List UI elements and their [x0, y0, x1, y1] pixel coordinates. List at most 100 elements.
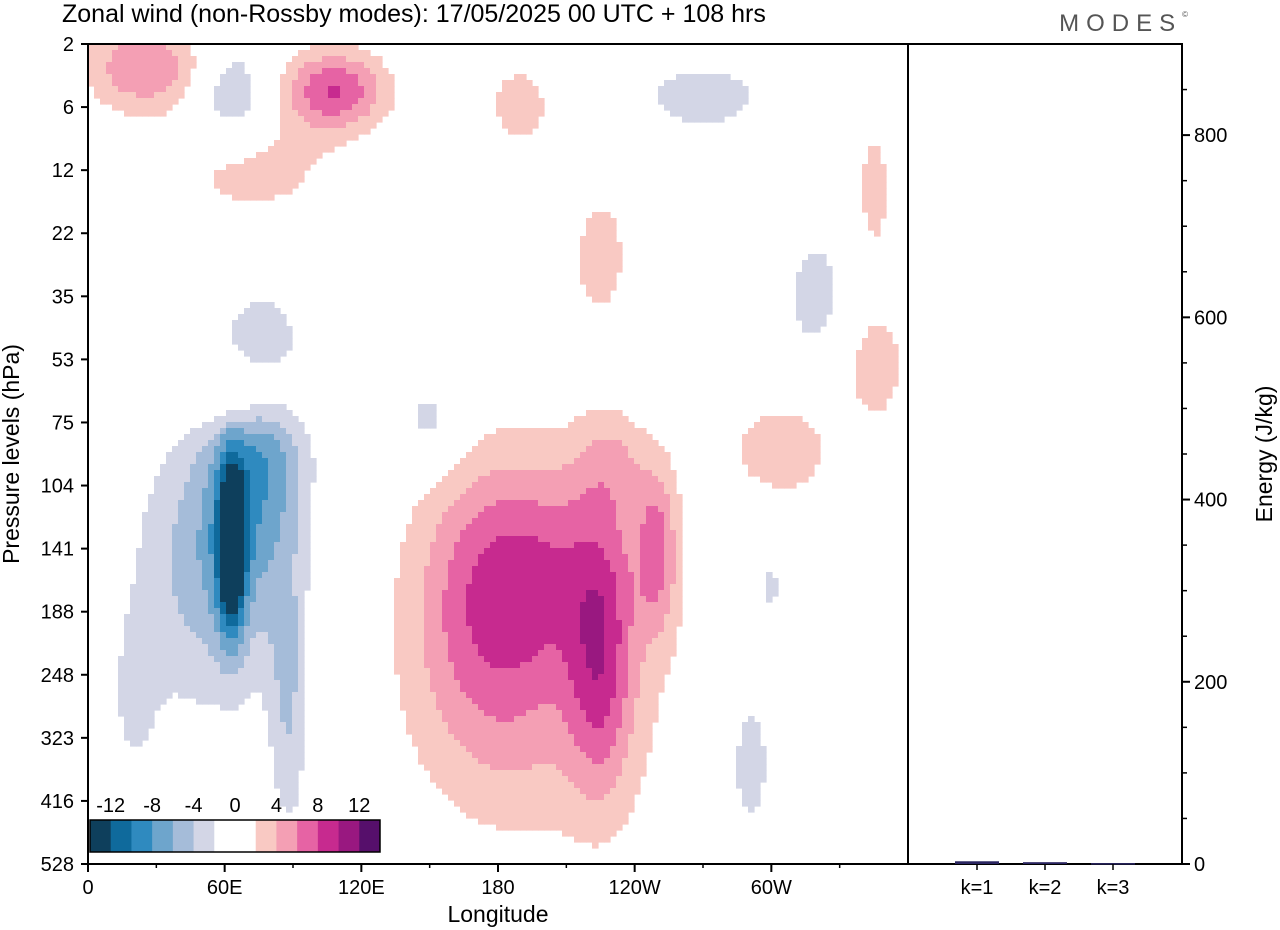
heatmap-cell	[598, 644, 605, 651]
heatmap-cell	[490, 482, 497, 489]
heatmap-cell	[166, 644, 173, 651]
heatmap-cell	[292, 716, 299, 723]
heatmap-cell	[478, 722, 485, 729]
heatmap-cell	[592, 668, 599, 675]
heatmap-cell	[754, 722, 761, 729]
heatmap-cell	[232, 632, 239, 639]
heatmap-cell	[484, 662, 491, 669]
heatmap-cell	[238, 536, 245, 543]
heatmap-cell	[448, 698, 455, 705]
heatmap-cell	[244, 644, 251, 651]
heatmap-cell	[556, 500, 563, 507]
heatmap-cell	[286, 692, 293, 699]
heatmap-cell	[160, 650, 167, 657]
heatmap-cell	[274, 170, 281, 177]
heatmap-cell	[172, 92, 179, 99]
heatmap-cell	[220, 662, 227, 669]
heatmap-cell	[226, 572, 233, 579]
heatmap-cell	[286, 506, 293, 513]
heatmap-cell	[514, 452, 521, 459]
heatmap-cell	[256, 584, 263, 591]
heatmap-cell	[514, 578, 521, 585]
heatmap-cell	[118, 62, 125, 69]
heatmap-cell	[646, 680, 653, 687]
heatmap-cell	[586, 278, 593, 285]
heatmap-cell	[490, 458, 497, 465]
heatmap-cell	[232, 638, 239, 645]
heatmap-cell	[520, 722, 527, 729]
heatmap-cell	[610, 554, 617, 561]
heatmap-cell	[556, 434, 563, 441]
heatmap-cell	[748, 734, 755, 741]
heatmap-cell	[94, 50, 101, 57]
heatmap-cell	[508, 560, 515, 567]
heatmap-cell	[142, 716, 149, 723]
heatmap-cell	[250, 332, 257, 339]
heatmap-cell	[292, 122, 299, 129]
heatmap-cell	[532, 494, 539, 501]
heatmap-cell	[586, 596, 593, 603]
heatmap-cell	[88, 68, 95, 75]
heatmap-cell	[298, 554, 305, 561]
heatmap-cell	[208, 674, 215, 681]
heatmap-cell	[154, 104, 161, 111]
heatmap-cell	[634, 686, 641, 693]
heatmap-cell	[658, 686, 665, 693]
heatmap-cell	[160, 470, 167, 477]
heatmap-cell	[262, 434, 269, 441]
heatmap-cell	[472, 656, 479, 663]
heatmap-cell	[502, 482, 509, 489]
heatmap-cell	[166, 536, 173, 543]
heatmap-cell	[556, 620, 563, 627]
heatmap-cell	[508, 482, 515, 489]
heatmap-cell	[418, 572, 425, 579]
heatmap-cell	[256, 464, 263, 471]
heatmap-cell	[478, 692, 485, 699]
heatmap-cell	[664, 668, 671, 675]
heatmap-cell	[412, 524, 419, 531]
heatmap-cell	[400, 584, 407, 591]
heatmap-cell	[202, 464, 209, 471]
heatmap-cell	[238, 194, 245, 201]
heatmap-cell	[202, 530, 209, 537]
heatmap-cell	[238, 440, 245, 447]
heatmap-cell	[574, 692, 581, 699]
heatmap-cell	[502, 80, 509, 87]
heatmap-cell	[160, 644, 167, 651]
heatmap-cell	[196, 530, 203, 537]
heatmap-cell	[562, 470, 569, 477]
heatmap-cell	[646, 560, 653, 567]
heatmap-cell	[880, 380, 887, 387]
heatmap-cell	[124, 686, 131, 693]
heatmap-cell	[268, 536, 275, 543]
heatmap-cell	[382, 110, 389, 117]
heatmap-cell	[658, 98, 665, 105]
heatmap-cell	[688, 110, 695, 117]
heatmap-cell	[232, 98, 239, 105]
heatmap-cell	[172, 638, 179, 645]
heatmap-cell	[538, 644, 545, 651]
heatmap-cell	[298, 152, 305, 159]
heatmap-cell	[292, 128, 299, 135]
heatmap-cell	[598, 296, 605, 303]
heatmap-cell	[538, 662, 545, 669]
heatmap-cell	[238, 680, 245, 687]
heatmap-cell	[178, 92, 185, 99]
heatmap-cell	[292, 608, 299, 615]
heatmap-cell	[154, 614, 161, 621]
heatmap-cell	[136, 620, 143, 627]
heatmap-cell	[664, 608, 671, 615]
heatmap-cell	[664, 476, 671, 483]
heatmap-cell	[820, 302, 827, 309]
heatmap-cell	[286, 536, 293, 543]
heatmap-cell	[202, 620, 209, 627]
heatmap-cell	[556, 638, 563, 645]
heatmap-cell	[244, 596, 251, 603]
heatmap-cell	[598, 434, 605, 441]
heatmap-cell	[424, 560, 431, 567]
heatmap-cell	[652, 482, 659, 489]
heatmap-cell	[820, 260, 827, 267]
heatmap-cell	[376, 80, 383, 87]
heatmap-cell	[286, 464, 293, 471]
heatmap-cell	[256, 404, 263, 411]
